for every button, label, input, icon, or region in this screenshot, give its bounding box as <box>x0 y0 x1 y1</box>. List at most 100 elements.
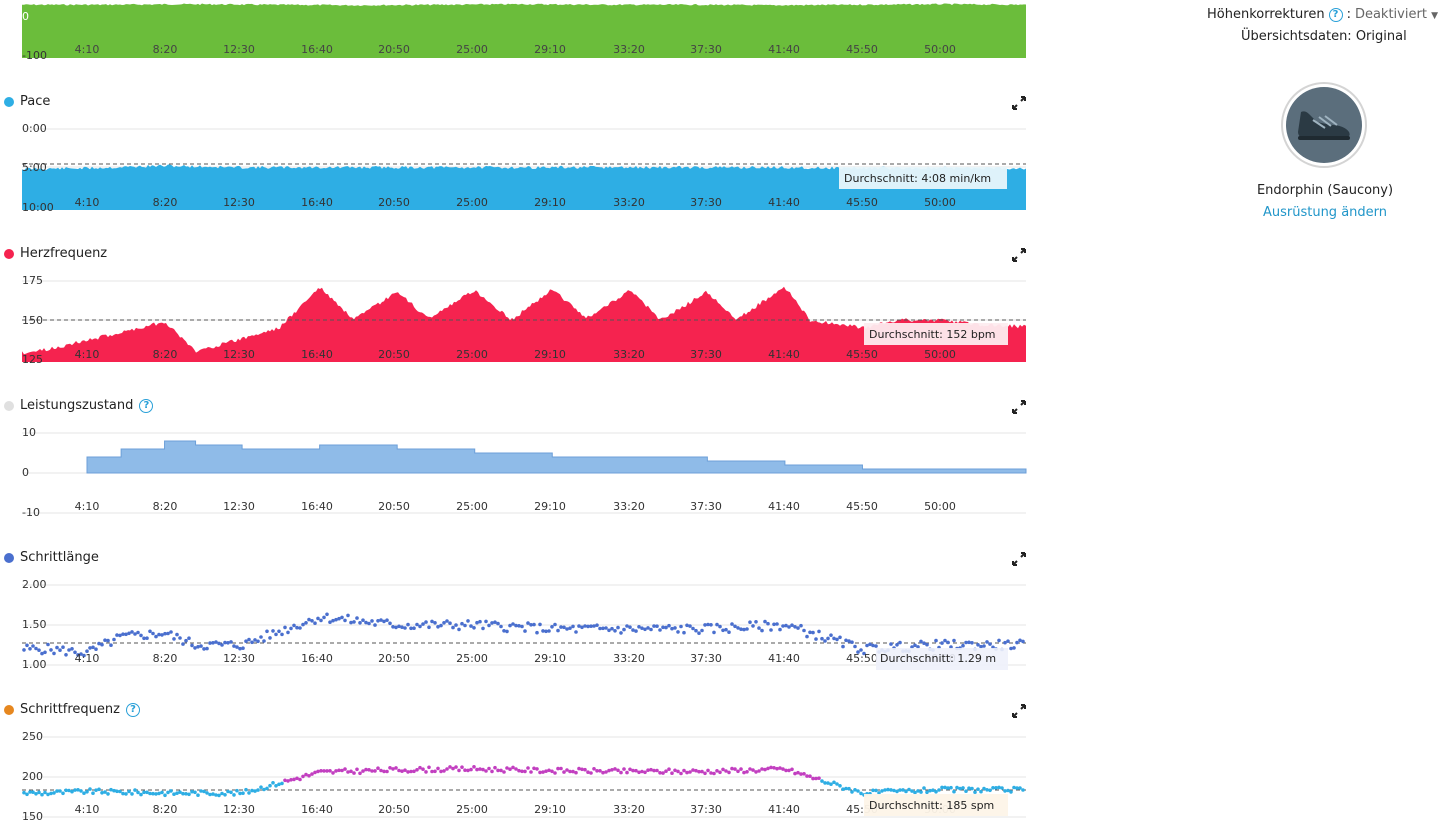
data-point <box>790 623 794 627</box>
data-point <box>238 791 242 796</box>
data-point <box>136 790 140 795</box>
data-point <box>697 631 701 635</box>
x-tick-label: 4:10 <box>75 196 100 209</box>
performance-ytick-0: 10 <box>22 426 36 439</box>
data-point <box>625 770 629 775</box>
expand-icon[interactable] <box>1012 400 1026 414</box>
data-point <box>778 766 782 770</box>
data-point <box>64 788 68 793</box>
data-point <box>574 770 578 775</box>
data-point <box>352 620 356 624</box>
data-point <box>499 624 503 629</box>
x-tick-label: 41:40 <box>768 348 800 361</box>
help-icon[interactable]: ? <box>1328 7 1343 22</box>
data-point <box>70 647 74 651</box>
data-point <box>205 791 209 795</box>
data-point <box>328 620 332 624</box>
data-point <box>727 770 731 775</box>
data-point <box>37 648 41 652</box>
data-point <box>826 781 830 785</box>
data-point <box>334 617 338 622</box>
data-point <box>814 776 818 781</box>
data-point <box>568 769 572 774</box>
help-icon[interactable]: ? <box>125 702 140 717</box>
performance-ytick-2: -10 <box>22 506 40 519</box>
data-point <box>400 625 404 629</box>
data-point <box>688 624 692 628</box>
data-point <box>22 648 26 652</box>
data-point <box>766 766 770 771</box>
data-point <box>127 631 131 636</box>
data-point <box>196 645 200 649</box>
data-point <box>748 767 752 771</box>
data-point <box>676 769 680 774</box>
x-tick-label: 12:30 <box>223 196 255 209</box>
data-point <box>664 625 668 630</box>
data-point <box>841 787 845 791</box>
data-point <box>784 768 788 773</box>
data-point <box>760 767 764 771</box>
data-point <box>328 769 332 773</box>
data-point <box>145 636 149 640</box>
data-point <box>898 788 902 792</box>
data-point <box>376 766 380 770</box>
stride-length-title-row: Schrittlänge <box>4 550 99 565</box>
data-point <box>487 766 491 771</box>
data-point <box>421 767 425 771</box>
data-point <box>64 653 68 657</box>
data-point <box>778 627 782 632</box>
data-point <box>871 643 875 648</box>
data-point <box>253 789 257 793</box>
data-point <box>613 767 617 771</box>
stride-length-x-ticks: 4:10 8:20 12:30 16:40 20:50 25:00 29:10 33:20 37… <box>75 652 956 665</box>
elevation-corrections-dropdown[interactable]: Deaktiviert ▼ <box>1355 7 1438 22</box>
elevation-corrections-value: Deaktiviert <box>1354 7 1427 22</box>
data-point <box>97 641 101 646</box>
change-gear-link[interactable]: Ausrüstung ändern <box>1262 205 1388 220</box>
data-point <box>325 612 329 617</box>
pace-plot: 0:00 5:00 10:00 4:10 8:20 12:30 16:40 20:50 2… <box>22 122 1026 214</box>
data-point <box>355 767 359 772</box>
data-point <box>286 779 290 783</box>
data-point <box>373 623 377 627</box>
data-point <box>874 788 878 793</box>
data-point <box>601 626 605 631</box>
data-point <box>706 622 710 627</box>
data-point <box>382 619 386 624</box>
expand-icon[interactable] <box>1012 552 1026 566</box>
x-tick-label: 20:50 <box>378 803 410 816</box>
data-point <box>388 621 392 626</box>
x-tick-label: 16:40 <box>301 500 333 513</box>
data-point <box>691 626 695 631</box>
data-point <box>226 641 230 645</box>
data-point <box>391 767 395 771</box>
data-point <box>784 623 788 628</box>
data-point <box>286 630 290 635</box>
data-point <box>208 792 212 797</box>
data-point <box>160 790 164 795</box>
data-point <box>58 648 62 652</box>
data-point <box>244 787 248 792</box>
help-icon[interactable]: ? <box>139 398 154 413</box>
data-point <box>346 613 350 618</box>
x-tick-label: 37:30 <box>690 43 722 56</box>
data-point <box>76 653 80 657</box>
data-point <box>814 637 818 641</box>
gear-avatar[interactable] <box>1281 82 1367 168</box>
data-point <box>754 620 758 624</box>
data-point <box>460 765 464 769</box>
data-point <box>670 626 674 631</box>
data-point <box>325 769 329 773</box>
data-point <box>823 781 827 785</box>
expand-icon[interactable] <box>1012 96 1026 110</box>
expand-icon[interactable] <box>1012 248 1026 262</box>
data-point <box>214 793 218 797</box>
expand-icon[interactable] <box>1012 704 1026 718</box>
data-point <box>511 622 515 626</box>
data-point <box>946 786 950 790</box>
x-tick-label: 37:30 <box>690 803 722 816</box>
data-point <box>388 766 392 770</box>
data-point <box>628 767 632 772</box>
data-point <box>790 767 794 772</box>
x-tick-label: 4:10 <box>75 500 100 513</box>
